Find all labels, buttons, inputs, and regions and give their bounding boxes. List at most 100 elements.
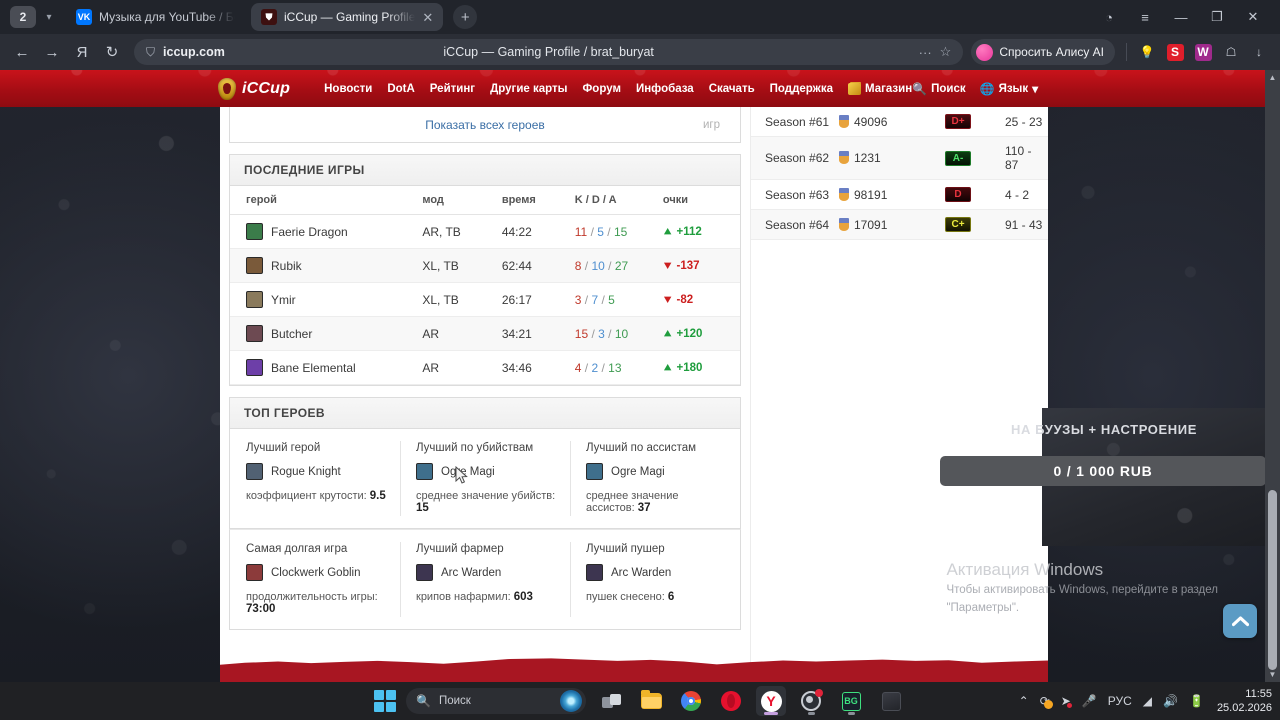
show-all-heroes-link[interactable]: Показать всех героев: [425, 117, 545, 132]
nav-item-dota[interactable]: DotA: [387, 82, 415, 95]
rank-badge: C+: [945, 217, 971, 232]
language-selector[interactable]: 🌐 Язык ▾: [980, 82, 1039, 96]
tray-chevron-up-icon[interactable]: ⌃: [1018, 694, 1029, 708]
copilot-orb-icon[interactable]: [560, 690, 582, 712]
volume-icon[interactable]: 🔊: [1163, 694, 1178, 708]
extension-w-icon[interactable]: W: [1190, 39, 1216, 65]
nav-item-news[interactable]: Новости: [324, 82, 373, 95]
season-rank: C+: [945, 209, 1005, 240]
games-column-label: игр: [702, 118, 720, 131]
site-logo[interactable]: iCCup: [218, 77, 290, 100]
browser-tab-vk[interactable]: VK Музыка для YouTube / Бе: [66, 3, 245, 31]
mouse-cursor: [455, 466, 468, 484]
omnibox-overflow-icon[interactable]: ···: [918, 44, 932, 60]
hero-name[interactable]: Ogre Magi: [441, 465, 495, 478]
top-hero-stat-value: 37: [637, 502, 651, 514]
arrow-up-icon: ⯅: [662, 224, 673, 239]
nav-item-forum[interactable]: Форум: [582, 82, 621, 95]
taskbar-search-placeholder: Поиск: [438, 695, 471, 707]
alice-ai-button[interactable]: Спросить Алису AI: [971, 39, 1115, 65]
table-row[interactable]: Butcher AR 34:21 15 / 3 / 10 ⯅ +120: [230, 316, 740, 351]
new-tab-button[interactable]: +: [453, 5, 478, 29]
reload-icon[interactable]: ↻: [105, 44, 119, 61]
taskbar-search-box[interactable]: 🔍 Поиск: [406, 688, 586, 714]
table-row[interactable]: Season #63 98191 D 4 - 2: [751, 179, 1048, 210]
wifi-icon[interactable]: ◢: [1142, 694, 1153, 708]
clock-time: 11:55: [1245, 688, 1272, 700]
table-row[interactable]: Bane Elemental AR 34:46 4 / 2 / 13 ⯅ +180: [230, 350, 740, 385]
puzzle-icon[interactable]: ☖: [1225, 45, 1237, 59]
telegram-tray-icon[interactable]: ➤: [1060, 694, 1072, 708]
medal-icon: [839, 217, 849, 231]
bookmark-icon[interactable]: ☆: [939, 44, 952, 59]
yandex-assistant-icon[interactable]: ◔: [1105, 9, 1113, 25]
nav-item-rating[interactable]: Рейтинг: [429, 82, 476, 95]
table-row[interactable]: Season #64 17091 C+ 91 - 43: [751, 209, 1048, 240]
nav-item-support[interactable]: Поддержка: [769, 82, 833, 95]
top-hero-stat-value: 15: [416, 502, 429, 514]
browser-tab-iccup[interactable]: ⛊ iCCup — Gaming Profile ✕: [251, 3, 444, 31]
close-icon[interactable]: ✕: [422, 9, 434, 25]
donation-progress-bar: 0 / 1 000 RUB: [940, 456, 1266, 486]
close-window-button[interactable]: ✕: [1247, 9, 1259, 24]
extension-s-icon[interactable]: S: [1162, 39, 1188, 65]
iccup-shield-icon: [218, 77, 236, 100]
taskbar-clock[interactable]: 11:55 25.02.2026: [1217, 687, 1272, 715]
forward-icon[interactable]: →: [44, 43, 60, 61]
table-row[interactable]: Faerie Dragon AR, TB 44:22 11 / 5 / 15 ⯅ +112: [230, 214, 740, 249]
search-button[interactable]: 🔍 Поиск: [912, 82, 965, 96]
table-row[interactable]: Rubik XL, TB 62:44 8 / 10 / 27 ⯆ -137: [230, 248, 740, 283]
back-icon[interactable]: ←: [14, 43, 30, 61]
obs-icon[interactable]: [796, 686, 826, 716]
yandex-logo-icon[interactable]: Я: [76, 43, 88, 61]
nav-item-download[interactable]: Скачать: [708, 82, 755, 95]
scrollbar-thumb[interactable]: [1268, 490, 1277, 670]
nav-item-shop[interactable]: Магазин: [847, 82, 912, 95]
hero-name[interactable]: Ogre Magi: [611, 465, 665, 478]
tab-count-badge[interactable]: 2: [10, 6, 36, 28]
scroll-to-top-button[interactable]: [1223, 604, 1257, 638]
yandex-disk-tray-icon[interactable]: ⟳: [1040, 694, 1053, 709]
header-utilities: 🔍 Поиск 🌐 Язык ▾: [912, 82, 1280, 96]
address-bar[interactable]: ⛉ iccup.com iCCup — Gaming Profile / bra…: [134, 39, 964, 65]
profile-main-column: Показать всех героев игр ПОСЛЕДНИЕ ИГРЫ …: [220, 107, 750, 682]
scrollbar-down-arrow-icon[interactable]: ▼: [1268, 670, 1277, 679]
main-nav: Новости DotA Рейтинг Другие карты Форум …: [324, 82, 912, 95]
hero-name[interactable]: Rogue Knight: [271, 465, 341, 478]
top-hero-label: Лучший пушер: [586, 543, 665, 555]
recent-games-title: ПОСЛЕДНИЕ ИГРЫ: [229, 154, 741, 186]
top-heroes-row-2: Самая долгая игра Clockwerk Goblin продолж…: [229, 529, 741, 630]
download-icon[interactable]: ↓: [1256, 45, 1262, 59]
scrollbar-up-arrow-icon[interactable]: ▲: [1268, 73, 1277, 82]
hero-name[interactable]: Clockwerk Goblin: [271, 566, 361, 579]
lamp-icon[interactable]: 💡: [1139, 45, 1155, 59]
table-row[interactable]: Ymir XL, TB 26:17 3 / 7 / 5 ⯆ -82: [230, 282, 740, 317]
table-row[interactable]: Season #62 1231 A- 110 - 87: [751, 136, 1048, 180]
opera-icon[interactable]: [716, 686, 746, 716]
file-explorer-icon[interactable]: [636, 686, 666, 716]
language-label: Язык: [998, 82, 1029, 95]
battery-icon[interactable]: 🔋: [1188, 694, 1204, 708]
minimize-button[interactable]: —: [1174, 9, 1188, 25]
maximize-button[interactable]: ❐: [1211, 9, 1223, 24]
table-row[interactable]: Season #61 49096 D+ 25 - 23: [751, 107, 1048, 137]
microphone-tray-icon[interactable]: 🎤: [1081, 694, 1097, 708]
language-indicator[interactable]: РУС: [1107, 694, 1132, 708]
alice-label: Спросить Алису AI: [999, 45, 1104, 59]
yandex-browser-icon[interactable]: Y: [756, 686, 786, 716]
hero-name[interactable]: Arc Warden: [611, 566, 672, 579]
nav-item-other-maps[interactable]: Другие карты: [490, 82, 568, 95]
bluestacks-icon[interactable]: BG: [836, 686, 866, 716]
chrome-icon[interactable]: [676, 686, 706, 716]
top-hero-stat: крипов нафармил: 603: [416, 591, 533, 603]
start-button-icon[interactable]: [374, 690, 396, 712]
browser-menu-icon[interactable]: ≡: [1141, 9, 1149, 25]
page-scrollbar[interactable]: ▲ ▼: [1265, 70, 1280, 682]
nav-item-infobase[interactable]: Инфобаза: [635, 82, 694, 95]
task-view-icon[interactable]: [596, 686, 626, 716]
clock-date: 25.02.2026: [1216, 702, 1272, 714]
game-icon[interactable]: [876, 686, 906, 716]
top-hero-stat-value: 73:00: [246, 603, 276, 615]
hero-name[interactable]: Arc Warden: [441, 566, 502, 579]
tab-list-chevron-down-icon[interactable]: ▾: [46, 11, 52, 23]
